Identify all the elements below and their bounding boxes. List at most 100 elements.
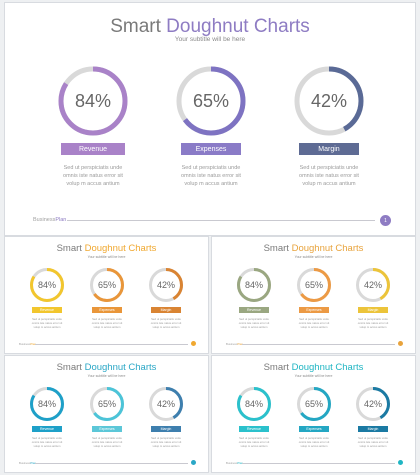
footer-plan: Plan — [55, 217, 67, 223]
ring-value-arc — [58, 66, 128, 136]
description-margin: Sed ut perspiciatis unde omnis iste natu… — [357, 436, 389, 448]
doughnut-svg — [30, 268, 64, 302]
ring-value-arc — [237, 268, 271, 302]
slide-variant: Smart Doughnut Charts Your subtitle will … — [212, 356, 415, 472]
ring-value-arc — [297, 268, 331, 302]
footer-plan: Plan — [237, 461, 243, 465]
label-margin: Margin — [299, 143, 359, 155]
ring-value-arc — [356, 268, 390, 302]
doughnut-svg — [356, 387, 390, 421]
percent-value: 65% — [97, 399, 116, 409]
title-main: Smart — [110, 16, 161, 37]
footer-plan: Plan — [30, 461, 36, 465]
slide-title: Smart Doughnut Charts — [212, 362, 415, 373]
percent-value: 65% — [97, 280, 116, 290]
slide-title: Smart Doughnut Charts — [5, 16, 415, 38]
doughnut-svg — [58, 66, 128, 136]
label-expenses: Expenses — [181, 143, 241, 155]
doughnut-chart-margin: 42% — [148, 267, 184, 303]
slide-title: Smart Doughnut Charts — [5, 362, 208, 373]
doughnut-chart-expenses: 65% — [175, 65, 247, 137]
doughnut-svg — [149, 268, 183, 302]
page-number-badge — [191, 341, 196, 346]
title-main: Smart — [263, 243, 289, 254]
percent-value: 65% — [304, 399, 323, 409]
ring-value-arc — [237, 387, 271, 421]
footer-business: Business — [19, 461, 31, 465]
title-accent: Doughnut Charts — [84, 243, 157, 254]
label-expenses: Expenses — [299, 426, 329, 432]
doughnut-svg — [237, 387, 271, 421]
label-margin: Margin — [151, 307, 181, 313]
label-margin: Margin — [358, 426, 388, 432]
slide-subtitle: Your subtitle will be here — [87, 255, 126, 259]
description-expenses: Sed ut perspiciatis unde omnis iste natu… — [91, 317, 123, 329]
doughnut-chart-revenue: 84% — [29, 267, 65, 303]
description-revenue: Sed ut perspiciatis unde omnis iste natu… — [238, 317, 270, 329]
percent-value: 65% — [304, 280, 323, 290]
title-main: Smart — [56, 362, 82, 373]
slide-variant: Smart Doughnut Charts Your subtitle will … — [212, 237, 415, 353]
footer-brand: BusinessPlan — [226, 461, 243, 465]
title-accent: Doughnut Charts — [291, 362, 364, 373]
slide-title: Smart Doughnut Charts — [5, 243, 208, 254]
footer-business: Business — [33, 217, 56, 223]
title-accent: Doughnut Charts — [166, 16, 310, 37]
footer-business: Business — [226, 461, 238, 465]
label-revenue: Revenue — [32, 307, 62, 313]
ring-value-arc — [90, 268, 124, 302]
percent-value: 42% — [156, 399, 175, 409]
doughnut-svg — [294, 66, 364, 136]
percent-value: 65% — [192, 90, 230, 111]
footer-business: Business — [19, 342, 31, 346]
percent-value: 84% — [74, 90, 112, 111]
ring-value-arc — [294, 66, 364, 136]
label-margin: Margin — [358, 307, 388, 313]
doughnut-chart-revenue: 84% — [236, 386, 272, 422]
slide-variant: Smart Doughnut Charts Your subtitle will … — [5, 237, 208, 353]
footer-divider — [67, 220, 375, 221]
slide-subtitle: Your subtitle will be here — [174, 36, 246, 43]
label-expenses: Expenses — [299, 307, 329, 313]
doughnut-svg — [297, 268, 331, 302]
footer-brand: BusinessPlan — [226, 342, 243, 346]
description-margin: Sed ut perspiciatis unde omnis iste natu… — [299, 165, 359, 187]
doughnut-chart-revenue: 84% — [57, 65, 129, 137]
title-main: Smart — [56, 243, 82, 254]
doughnut-chart-margin: 42% — [355, 386, 391, 422]
ring-value-arc — [149, 268, 183, 302]
footer-divider — [35, 344, 188, 345]
description-revenue: Sed ut perspiciatis unde omnis iste natu… — [31, 436, 63, 448]
description-expenses: Sed ut perspiciatis unde omnis iste natu… — [91, 436, 123, 448]
description-margin: Sed ut perspiciatis unde omnis iste natu… — [357, 317, 389, 329]
label-revenue: Revenue — [32, 426, 62, 432]
doughnut-svg — [237, 268, 271, 302]
description-revenue: Sed ut perspiciatis unde omnis iste natu… — [31, 317, 63, 329]
label-revenue: Revenue — [239, 426, 269, 432]
footer-business: Business — [226, 342, 238, 346]
page-number-badge — [398, 341, 403, 346]
page-number-badge: 1 — [380, 215, 391, 226]
percent-value: 84% — [244, 280, 263, 290]
label-revenue: Revenue — [239, 307, 269, 313]
footer-brand: BusinessPlan — [33, 217, 66, 223]
label-margin: Margin — [151, 426, 181, 432]
percent-value: 42% — [363, 399, 382, 409]
ring-value-arc — [176, 66, 246, 136]
title-main: Smart — [263, 362, 289, 373]
slide-title: Smart Doughnut Charts — [212, 243, 415, 254]
footer-divider — [242, 344, 395, 345]
slide-subtitle: Your subtitle will be here — [294, 374, 333, 378]
ring-value-arc — [297, 387, 331, 421]
description-margin: Sed ut perspiciatis unde omnis iste natu… — [150, 317, 182, 329]
description-revenue: Sed ut perspiciatis unde omnis iste natu… — [63, 165, 123, 187]
ring-value-arc — [30, 387, 64, 421]
description-expenses: Sed ut perspiciatis unde omnis iste natu… — [298, 317, 330, 329]
percent-value: 42% — [363, 280, 382, 290]
ring-value-arc — [149, 387, 183, 421]
doughnut-chart-margin: 42% — [355, 267, 391, 303]
ring-value-arc — [356, 387, 390, 421]
label-expenses: Expenses — [92, 426, 122, 432]
doughnut-chart-expenses: 65% — [89, 386, 125, 422]
doughnut-svg — [176, 66, 246, 136]
